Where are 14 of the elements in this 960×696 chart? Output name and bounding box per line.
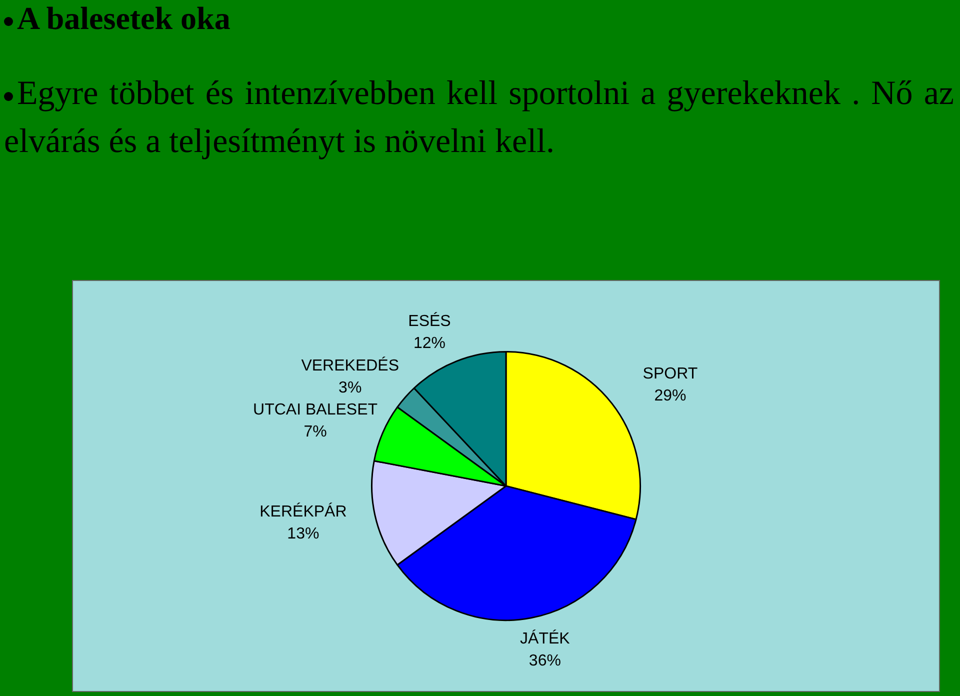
data-label: 12% <box>413 334 446 352</box>
slice-label: VEREKEDÉS <box>301 356 400 374</box>
data-label: 3% <box>338 379 362 396</box>
slice-label: KERÉKPÁR <box>260 502 347 521</box>
chart-subtitle: Egyre többet és intenzívebben kell sportolni a gyerekeknek . Nő az elvárás és a teljesítményt is növelni kell. <box>4 74 954 162</box>
chart-title: A balesetek oka <box>16 0 230 37</box>
data-label: 13% <box>287 526 320 543</box>
data-label: 29% <box>654 388 686 405</box>
data-label: 36% <box>528 652 561 670</box>
slice-label: ESÉS <box>408 312 451 330</box>
data-label: 7% <box>304 423 327 440</box>
slice-label: UTCAI BALESET <box>253 401 378 418</box>
slice-label: SPORT <box>642 366 698 383</box>
slice-label: JÁTÉK <box>520 630 570 648</box>
